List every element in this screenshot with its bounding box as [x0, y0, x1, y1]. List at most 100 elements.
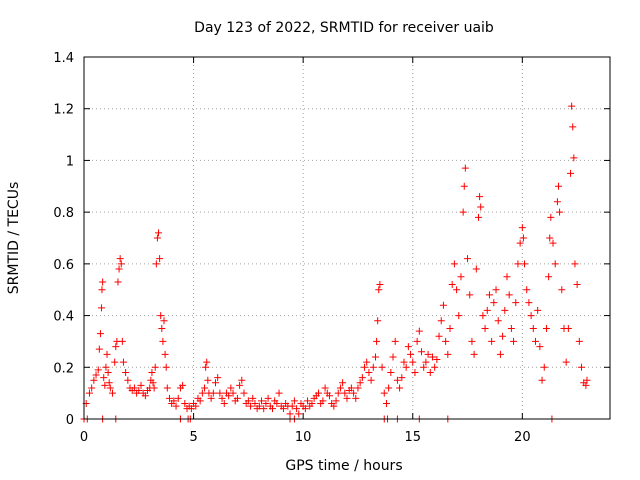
data-point	[157, 312, 165, 320]
data-point	[301, 405, 309, 413]
data-point	[225, 392, 233, 400]
y-tick-label: 0.2	[53, 361, 74, 376]
x-tick-label: 5	[189, 430, 197, 445]
data-point	[240, 389, 248, 397]
data-point	[85, 389, 93, 397]
data-point	[468, 337, 476, 345]
data-point	[238, 376, 246, 384]
data-point	[165, 394, 173, 402]
data-point	[564, 325, 572, 332]
y-axis-label: SRMTID / TECUs	[6, 182, 22, 295]
data-point	[198, 389, 206, 397]
data-point	[174, 394, 182, 402]
data-point	[488, 337, 496, 345]
data-point	[499, 332, 507, 340]
data-point	[207, 394, 215, 402]
data-point	[404, 343, 412, 351]
data-point	[514, 260, 522, 268]
data-point	[218, 394, 226, 402]
data-point	[422, 358, 430, 366]
data-point	[105, 379, 113, 387]
data-point	[202, 363, 210, 371]
data-point	[407, 350, 415, 358]
data-point	[483, 306, 491, 314]
data-point	[156, 255, 164, 263]
data-point	[196, 397, 204, 405]
data-point	[336, 384, 344, 392]
data-point	[160, 317, 168, 325]
data-point	[212, 379, 219, 387]
data-point	[464, 255, 472, 263]
x-tick-label: 10	[295, 430, 312, 445]
data-point	[304, 397, 312, 405]
data-point	[448, 281, 456, 289]
data-point	[264, 394, 272, 402]
data-point	[494, 317, 502, 325]
data-point	[546, 234, 554, 242]
data-point	[247, 402, 255, 410]
data-point	[161, 350, 169, 358]
data-point	[400, 358, 408, 366]
data-point	[279, 405, 287, 413]
data-point	[476, 193, 484, 201]
data-point	[209, 389, 217, 397]
data-point	[94, 366, 102, 374]
data-point	[201, 384, 209, 392]
data-point	[426, 368, 434, 376]
data-point	[460, 182, 468, 190]
data-point	[402, 363, 410, 371]
data-point	[130, 384, 138, 392]
data-point	[288, 402, 296, 410]
data-point	[523, 286, 531, 294]
data-point	[119, 358, 127, 366]
data-point	[545, 273, 553, 281]
data-point	[453, 286, 461, 294]
data-point	[332, 397, 340, 405]
data-point	[385, 384, 393, 392]
data-point	[95, 345, 103, 353]
data-point	[141, 392, 149, 400]
data-point	[501, 306, 509, 314]
data-point	[347, 384, 355, 392]
data-point	[542, 325, 550, 332]
data-point	[92, 371, 100, 379]
data-point	[507, 325, 515, 332]
data-point	[549, 239, 557, 247]
data-point	[216, 389, 224, 397]
data-point	[481, 325, 489, 332]
data-point	[244, 397, 252, 405]
data-point	[529, 325, 537, 332]
y-axis-ticks: 0 0.2 0.4 0.6 0.8 1 1.2 1.4	[53, 51, 610, 428]
data-point	[268, 405, 276, 413]
data-point	[114, 278, 122, 286]
data-point	[461, 164, 469, 172]
data-point	[382, 399, 390, 407]
data-point	[519, 234, 527, 242]
data-point	[503, 273, 511, 281]
data-point	[325, 392, 333, 400]
data-point	[101, 381, 109, 389]
data-point	[477, 203, 485, 211]
data-point	[150, 384, 158, 392]
data-point	[293, 405, 301, 413]
data-point	[233, 394, 241, 402]
data-point	[413, 337, 421, 345]
data-point	[369, 363, 377, 371]
data-point	[575, 337, 583, 345]
data-point	[567, 169, 575, 177]
data-point	[569, 123, 577, 131]
data-point	[510, 337, 518, 345]
data-point	[227, 384, 235, 392]
data-point	[99, 278, 107, 286]
data-point	[459, 208, 467, 216]
data-point	[352, 394, 360, 402]
data-point	[103, 350, 111, 358]
data-point	[149, 379, 157, 387]
data-point	[339, 379, 347, 387]
data-point	[583, 376, 591, 384]
data-point	[442, 337, 450, 345]
data-point	[411, 368, 419, 376]
data-point	[152, 260, 160, 268]
data-point	[475, 213, 482, 221]
